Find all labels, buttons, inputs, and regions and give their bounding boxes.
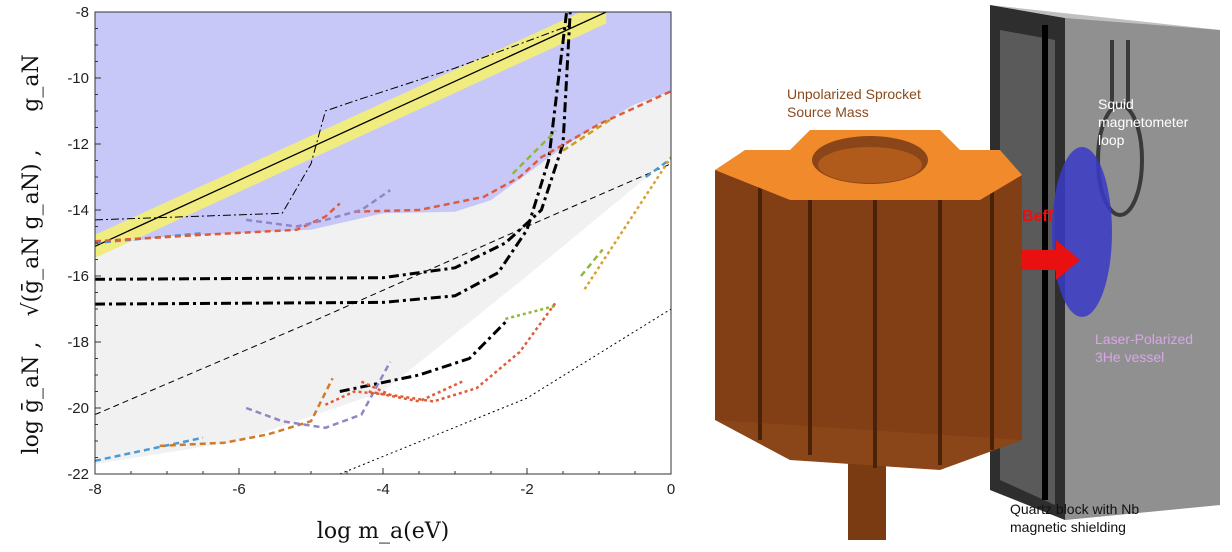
y-tick-label: -18 — [67, 334, 89, 351]
x-axis-ticks: -8 -6 -4 -2 0 — [88, 468, 675, 498]
x-tick-label: -6 — [232, 481, 245, 498]
y-axis-label: log ḡ_aN , √(ḡ_aN g_aN) , g_aN — [19, 54, 44, 454]
y-tick-label: -22 — [67, 466, 89, 483]
y-label-part-2: √(ḡ_aN g_aN) , — [19, 149, 44, 316]
experiment-figure: Unpolarized Sprocket Source Mass Squid m… — [700, 0, 1232, 548]
y-tick-label: -8 — [76, 4, 89, 21]
series-line-15 — [580, 248, 604, 277]
y-label-part-3: g_aN — [19, 54, 44, 111]
beff-label: Beff — [1022, 208, 1054, 225]
vessel-label-line-2: 3He vessel — [1095, 349, 1165, 365]
series-line-18 — [360, 301, 557, 403]
series-line-10 — [95, 202, 341, 243]
squid-label: Squid magnetometer loop — [1098, 95, 1188, 149]
series-line-1 — [95, 24, 571, 221]
series-line-17 — [246, 189, 391, 228]
exclusion-regions — [95, 12, 671, 465]
sprocket-source-mass — [715, 130, 1022, 540]
series-line-20 — [159, 377, 334, 448]
vessel-label-line-1: Laser-Polarized — [1095, 331, 1194, 347]
y-axis-ticks: -8 -10 -12 -14 -16 -18 -20 -22 — [67, 4, 101, 483]
y-tick-label: -16 — [67, 268, 89, 285]
y-tick-label: -12 — [67, 136, 89, 153]
series-line-9 — [95, 436, 204, 463]
ariadne-setup-illustration — [715, 5, 1220, 540]
y-tick-label: -20 — [67, 400, 89, 417]
squid-label-line-3: loop — [1098, 132, 1125, 148]
chart-panel: -8 -6 -4 -2 0 -8-10-12-14-16-18-20-22 log m_… — [19, 4, 675, 544]
series-line-2 — [95, 163, 671, 416]
series-line-4 — [95, 12, 572, 281]
quartz-label-line-2: magnetic shielding — [1010, 519, 1126, 535]
y-tick-label: -10 — [67, 70, 89, 87]
y-tick-label: -14 — [67, 202, 89, 219]
source-mass-label-line-1: Unpolarized Sprocket — [787, 86, 921, 102]
x-tick-label: -2 — [520, 481, 533, 498]
series-line-22 — [324, 390, 391, 406]
squid-label-line-1: Squid — [1098, 96, 1134, 112]
series-line-21 — [245, 361, 392, 430]
helium-vessel — [1052, 147, 1112, 317]
x-tick-label: -8 — [88, 481, 101, 498]
series-line-16 — [505, 304, 557, 321]
axion-band — [95, 12, 607, 258]
series-line-13 — [511, 129, 557, 175]
quartz-label: Quartz block with Nb magnetic shielding — [1010, 500, 1139, 536]
y-label-part-1: log ḡ_aN , — [19, 342, 44, 455]
x-axis-label: log m_a(eV) — [317, 519, 449, 544]
series-line-0 — [95, 12, 607, 247]
x-tick-label: -4 — [376, 481, 389, 498]
qcd-axion-band — [95, 12, 607, 258]
vessel-label: Laser-Polarized 3He vessel — [1095, 330, 1193, 366]
series-line-5 — [95, 12, 569, 306]
series-line-12 — [562, 116, 615, 152]
series-line-6 — [339, 321, 507, 393]
source-mass-label: Unpolarized Sprocket Source Mass — [787, 85, 921, 121]
series-line-11 — [354, 90, 671, 213]
series-line-14 — [583, 156, 671, 290]
x-tick-label: 0 — [667, 481, 675, 498]
squid-label-line-2: magnetometer — [1098, 114, 1189, 130]
beff-arrow-icon — [1018, 240, 1080, 280]
quartz-label-line-1: Quartz block with Nb — [1010, 501, 1140, 517]
source-mass-label-line-2: Source Mass — [787, 104, 869, 120]
limit-curves — [95, 12, 671, 474]
